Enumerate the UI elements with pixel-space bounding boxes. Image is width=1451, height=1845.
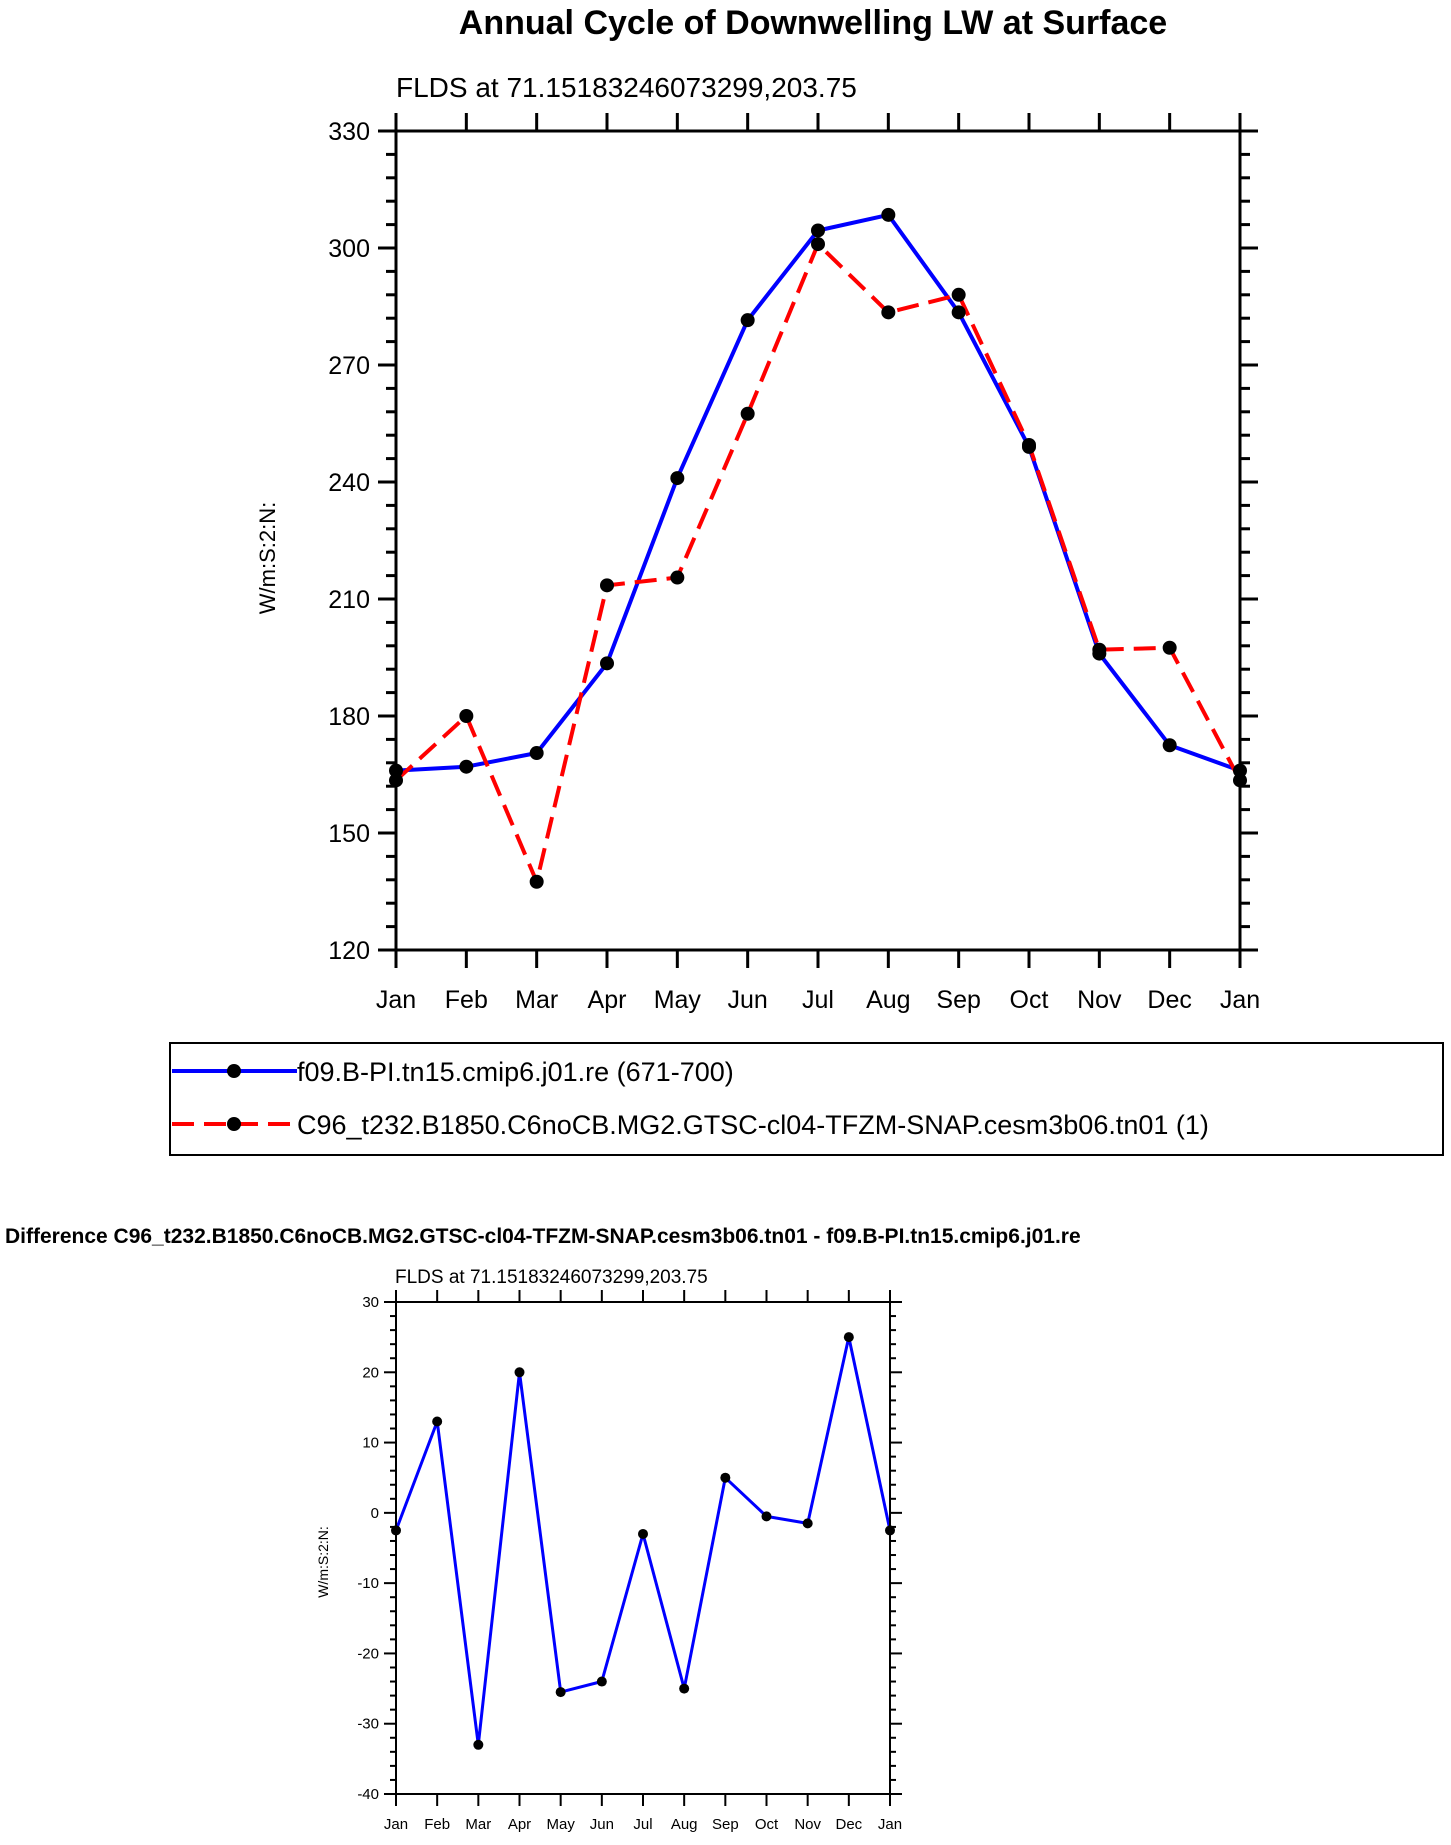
x-tick-label: Oct <box>1010 986 1049 1014</box>
main-chart-title: Annual Cycle of Downwelling LW at Surfac… <box>459 4 1167 42</box>
series-1-point <box>720 1472 731 1483</box>
series-2-point <box>951 287 966 302</box>
legend-item-series-1: f09.B-PI.tn15.cmip6.j01.re (671-700) <box>172 1057 734 1087</box>
legend-label-series-2: C96_t232.B1850.C6noCB.MG2.GTSC-cl04-TFZM… <box>297 1110 1209 1140</box>
diff-chart-subtitle: FLDS at 71.15183246073299,203.75 <box>395 1267 708 1288</box>
y-tick-label: 270 <box>328 352 370 380</box>
series-2-point <box>1022 437 1036 452</box>
series-1-point <box>843 1332 854 1343</box>
x-tick-label: Jun <box>728 986 768 1014</box>
series-2-point <box>881 305 896 320</box>
x-tick-label: Jun <box>590 1816 614 1833</box>
diff-chart-title: Difference C96_t232.B1850.C6noCB.MG2.GTS… <box>5 1225 1081 1248</box>
series-2-point <box>459 709 474 723</box>
series-1-point <box>600 656 614 671</box>
x-tick-label: Mar <box>515 986 558 1014</box>
series-1-point <box>670 471 685 486</box>
legend-marker <box>227 1064 241 1078</box>
series-1-point <box>432 1416 443 1427</box>
difference-chart: Difference C96_t232.B1850.C6noCB.MG2.GTS… <box>5 1225 1081 1833</box>
x-tick-label: May <box>654 986 702 1014</box>
y-tick-label: 150 <box>328 820 370 848</box>
series-1-point <box>596 1676 607 1687</box>
x-tick-label: Oct <box>755 1816 779 1833</box>
series-2-point <box>740 406 755 421</box>
series-2-point <box>529 874 544 889</box>
y-tick-label: 300 <box>328 235 370 263</box>
x-tick-label: Dec <box>835 1816 862 1833</box>
x-tick-label: Feb <box>445 986 488 1014</box>
series-1-point <box>1162 738 1177 753</box>
series-1-point <box>473 1739 484 1750</box>
y-tick-label: -30 <box>357 1716 379 1733</box>
series-2-point <box>1092 642 1107 657</box>
x-tick-label: Nov <box>794 1816 821 1833</box>
x-tick-label: Dec <box>1147 986 1191 1014</box>
series-1-point <box>638 1528 648 1539</box>
y-tick-label: 30 <box>362 1294 379 1311</box>
y-tick-label: 20 <box>362 1364 379 1381</box>
series-2-point <box>600 578 614 593</box>
series-1-point <box>459 759 474 774</box>
series-2-point <box>811 237 825 252</box>
series-2-point <box>1162 640 1177 655</box>
legend: f09.B-PI.tn15.cmip6.j01.re (671-700) C96… <box>169 1042 1444 1156</box>
legend-item-series-2: C96_t232.B1850.C6noCB.MG2.GTSC-cl04-TFZM… <box>172 1110 1209 1140</box>
x-tick-label: Jul <box>802 986 834 1014</box>
series-1-point <box>761 1511 772 1522</box>
x-tick-label: Jan <box>1220 986 1260 1014</box>
x-tick-label: Feb <box>424 1816 450 1833</box>
series-1-point <box>740 313 755 328</box>
x-tick-label: May <box>546 1816 575 1833</box>
legend-box <box>169 1042 1444 1156</box>
x-tick-label: Jan <box>384 1816 408 1833</box>
diff-plot-frame <box>395 1301 891 1795</box>
series-line-1 <box>394 1335 892 1747</box>
series-line-1 <box>395 212 1241 773</box>
x-tick-label: Jan <box>376 986 416 1014</box>
series-line-2 <box>394 242 1242 884</box>
y-tick-label: 120 <box>328 937 370 965</box>
series-1-point <box>951 305 966 320</box>
x-tick-label: Sep <box>936 986 980 1014</box>
x-tick-label: Jul <box>633 1816 652 1833</box>
legend-label-series-1: f09.B-PI.tn15.cmip6.j01.re (671-700) <box>297 1057 734 1087</box>
x-tick-label: Aug <box>671 1816 698 1833</box>
x-tick-label: Apr <box>588 986 627 1014</box>
series-1-point <box>555 1687 566 1698</box>
x-tick-label: Nov <box>1077 986 1122 1014</box>
y-tick-label: 0 <box>371 1505 379 1522</box>
y-tick-label: -10 <box>357 1575 379 1592</box>
main-chart-y-axis-label: W/m:S:2:N: <box>255 502 280 614</box>
y-tick-label: 180 <box>328 703 370 731</box>
series-1-point <box>811 223 825 238</box>
annual-cycle-chart: Annual Cycle of Downwelling LW at Surfac… <box>255 4 1260 1014</box>
diff-chart-y-axis-label: W/m:S:2:N: <box>315 1526 331 1598</box>
y-tick-label: -20 <box>357 1645 379 1662</box>
main-chart-subtitle: FLDS at 71.15183246073299,203.75 <box>396 72 857 103</box>
x-tick-label: Jan <box>878 1816 902 1833</box>
series-2-point <box>670 570 685 585</box>
y-tick-label: 210 <box>328 586 370 614</box>
y-tick-label: 10 <box>362 1435 379 1452</box>
x-tick-label: Sep <box>712 1816 739 1833</box>
series-1-point <box>679 1683 690 1694</box>
series-1-point <box>529 746 544 761</box>
legend-marker <box>227 1117 241 1131</box>
series-1-point <box>881 207 896 222</box>
y-tick-label: 330 <box>328 118 370 146</box>
x-tick-label: Aug <box>866 986 910 1014</box>
x-tick-label: Mar <box>465 1816 491 1833</box>
y-tick-label: 240 <box>328 469 370 497</box>
series-1-point <box>802 1518 813 1529</box>
y-tick-label: -40 <box>357 1786 379 1803</box>
main-plot-frame <box>394 129 1242 952</box>
series-1-point <box>514 1367 525 1378</box>
x-tick-label: Apr <box>508 1816 531 1833</box>
